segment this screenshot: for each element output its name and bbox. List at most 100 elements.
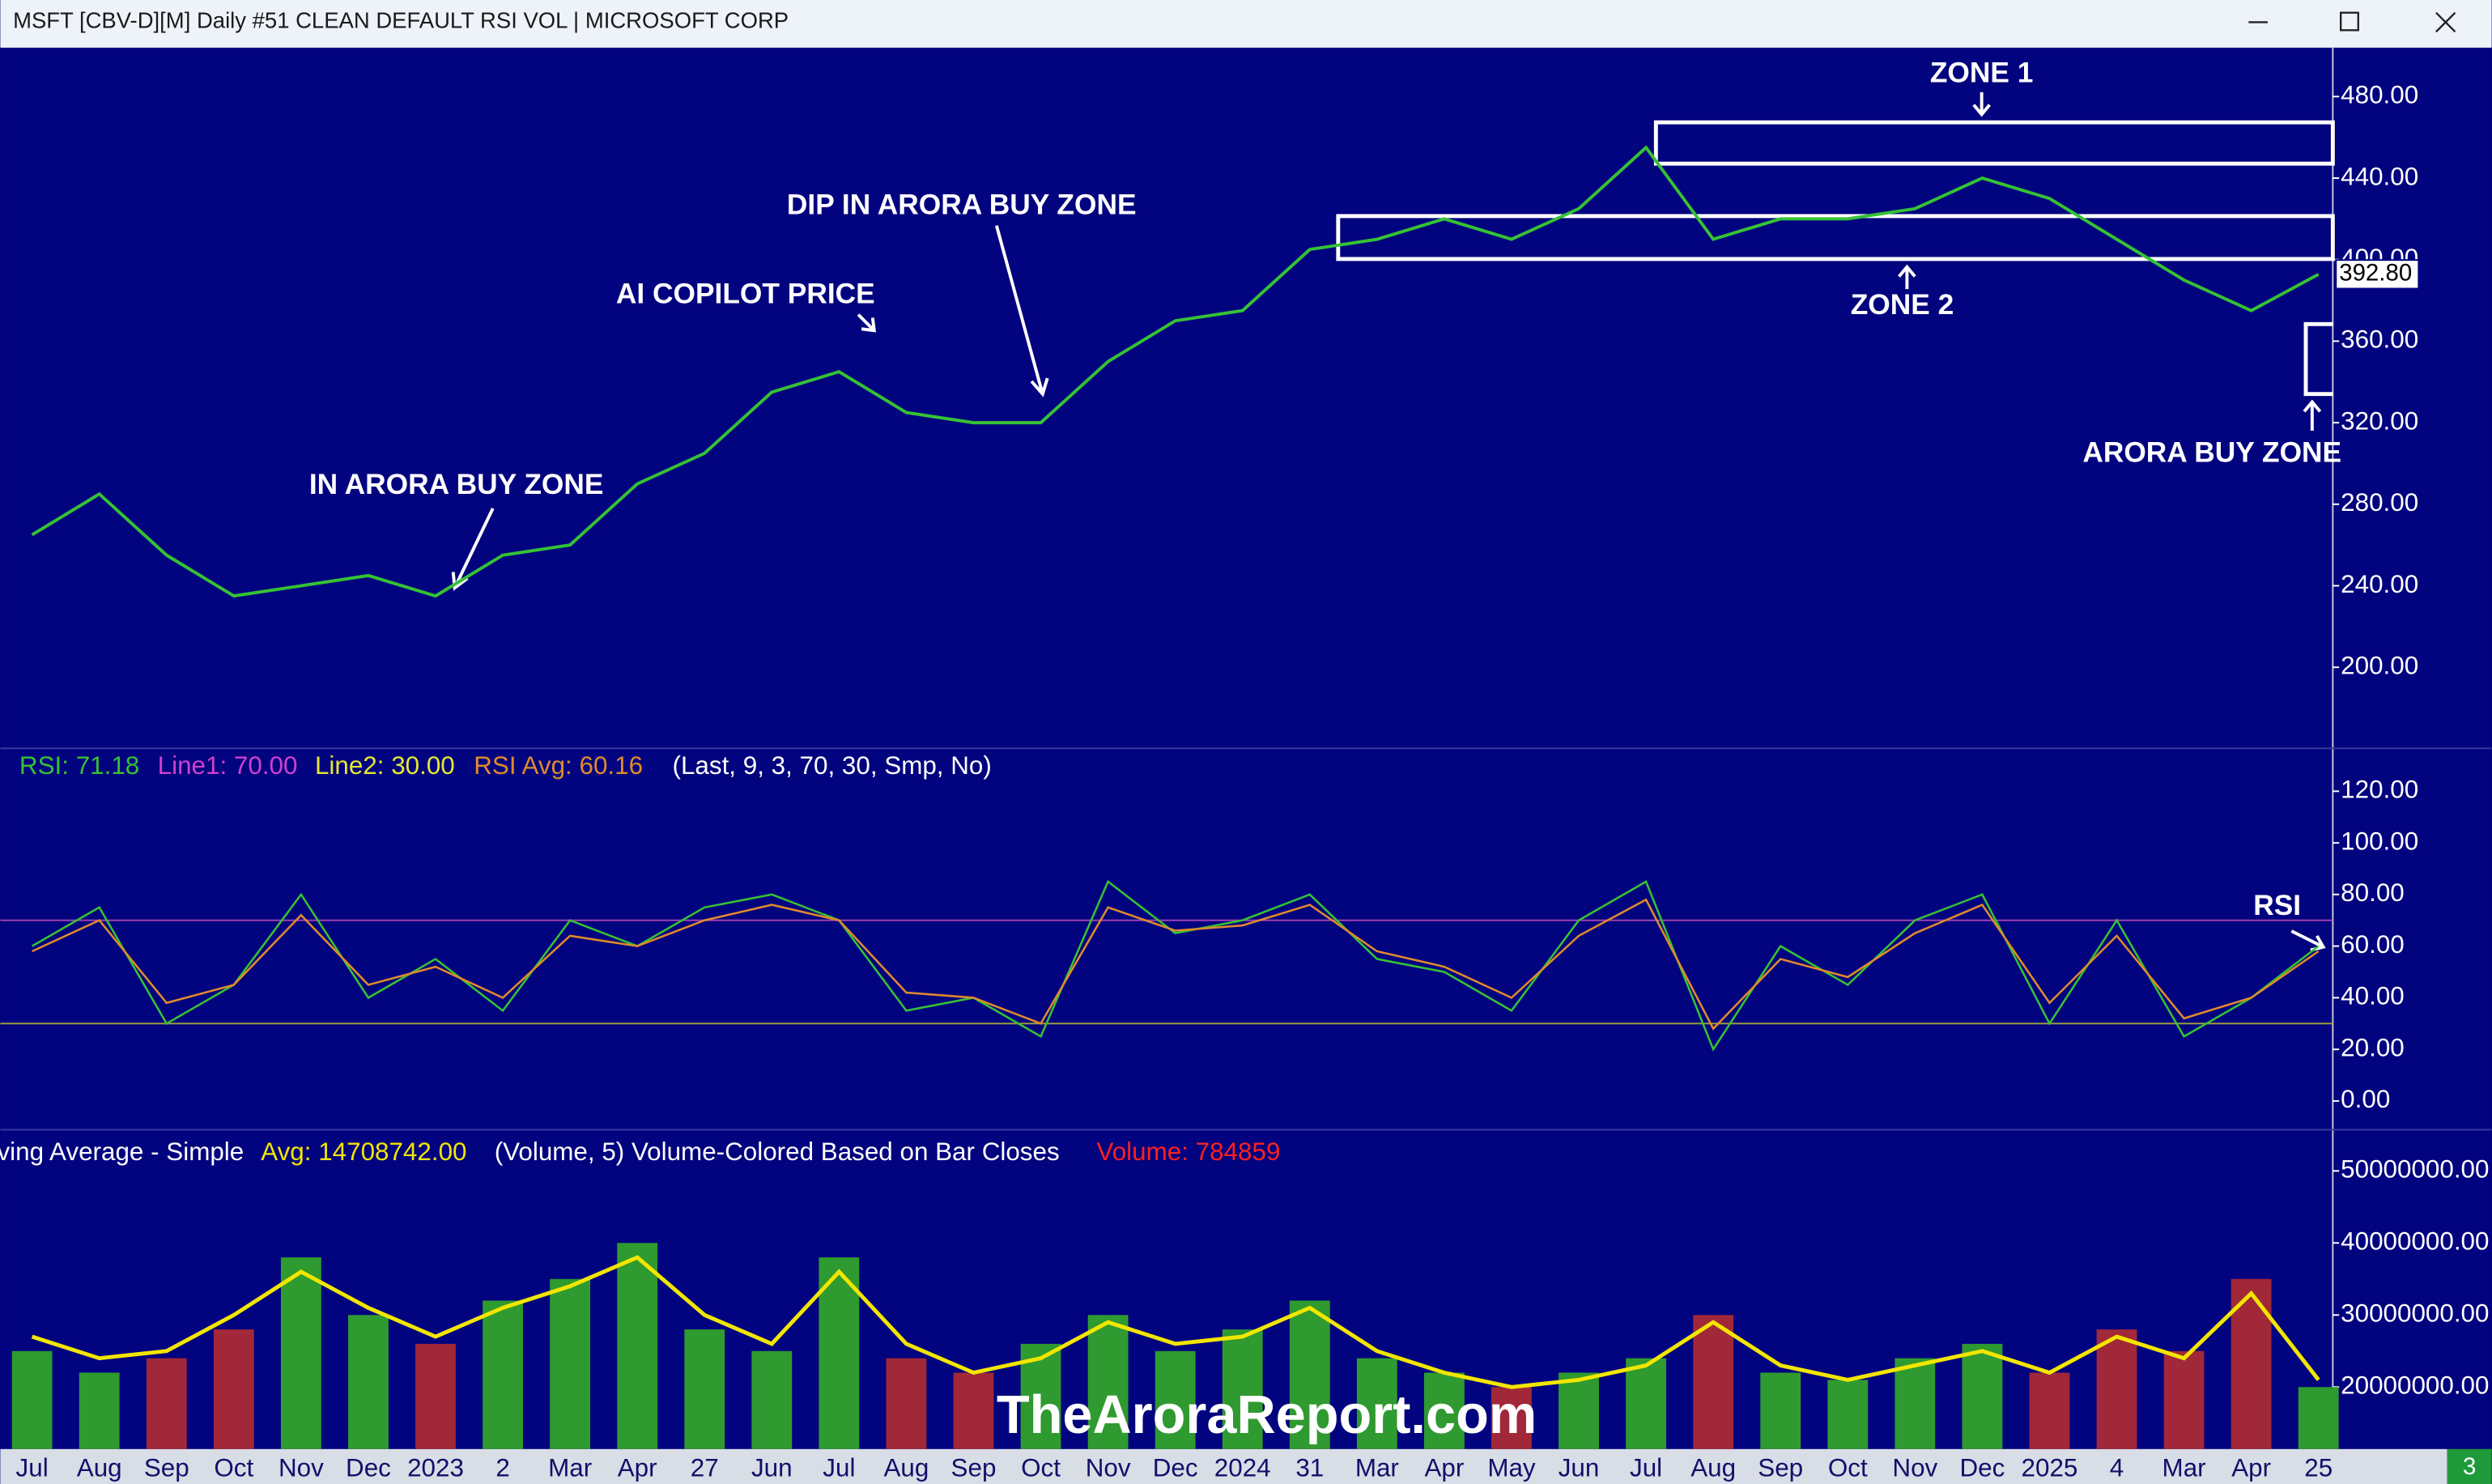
arrow (2303, 399, 2322, 431)
y-tick-label: 320.00 (2341, 406, 2418, 435)
watermark: TheAroraReport.com (997, 1385, 1537, 1445)
x-tick-label: Jul (16, 1454, 49, 1482)
legend-entry: (Volume, 5) Volume-Colored Based on Bar … (495, 1137, 1060, 1166)
y-tick-label: 360.00 (2341, 325, 2418, 354)
volume-bar (2163, 1350, 2205, 1449)
x-tick-label: Apr (618, 1454, 657, 1482)
volume-bar (1962, 1343, 2003, 1449)
annotation: ZONE 2 (1851, 289, 1954, 321)
x-tick-label: 2025 (2022, 1454, 2078, 1482)
corner-badge: 3 (2463, 1453, 2476, 1480)
volume-bar (146, 1358, 187, 1449)
y-tick-label: 200.00 (2341, 652, 2418, 680)
x-tick-label: Sep (1758, 1454, 1803, 1482)
window-title: MSFT [CBV-D][M] Daily #51 CLEAN DEFAULT … (13, 8, 789, 33)
annotation: RSI (2253, 890, 2301, 921)
volume-average-line (31, 1255, 2320, 1389)
x-tick-label: Nov (279, 1454, 324, 1482)
volume-bar (280, 1257, 321, 1449)
volume-bar (11, 1350, 53, 1449)
buy-zone-box (2303, 321, 2333, 397)
x-tick-label: Dec (346, 1454, 391, 1482)
volume-bar (1693, 1315, 1734, 1449)
volume-bar (751, 1350, 793, 1449)
arrow (857, 313, 877, 333)
current-price-box (2335, 259, 2420, 290)
volume-bar (79, 1372, 120, 1449)
y-tick-label: 0.00 (2341, 1085, 2390, 1113)
volume-bar (1760, 1372, 1801, 1449)
x-tick-label: Mar (548, 1454, 592, 1482)
x-tick-label: Aug (1690, 1454, 1736, 1482)
volume-bar (2029, 1372, 2070, 1449)
y-tick-label: 20.00 (2341, 1033, 2405, 1061)
y-tick-label: 240.00 (2341, 570, 2418, 598)
annotation: IN ARORA BUY ZONE (309, 469, 604, 500)
volume-bar (2298, 1387, 2339, 1449)
volume-bar (1559, 1372, 1599, 1449)
volume-bar (415, 1343, 456, 1449)
legend-entry: Line2: 30.00 (315, 751, 455, 780)
x-tick-label: 2023 (407, 1454, 464, 1482)
legend-entry: RSI: 71.18 (19, 751, 139, 780)
y-tick-label: 100.00 (2341, 827, 2418, 855)
x-tick-label: Aug (77, 1454, 122, 1482)
x-tick-label: 31 (1295, 1454, 1324, 1482)
current-price-label: 392.80 (2339, 260, 2412, 287)
x-tick-label: Dec (1959, 1454, 2005, 1482)
x-tick-label: May (1487, 1454, 1536, 1482)
x-tick-label: Oct (1021, 1454, 1061, 1482)
legend-entry: ving Average - Simple (0, 1137, 244, 1166)
volume-bar (617, 1243, 658, 1449)
volume-bar (1827, 1380, 1869, 1449)
volume-bar (1895, 1358, 1936, 1449)
x-tick-label: Sep (144, 1454, 189, 1482)
volume-bar (1289, 1300, 1330, 1449)
legend-entry: Line1: 70.00 (158, 751, 298, 780)
x-tick-label: Jun (1559, 1454, 1600, 1482)
annotation: ZONE 1 (1930, 57, 2034, 89)
zone-1-box (1653, 120, 2335, 166)
price-line (31, 145, 2320, 598)
close-button[interactable] (2435, 11, 2456, 33)
y-tick-label: 30000000.00 (2341, 1299, 2489, 1328)
volume-bar (886, 1358, 927, 1449)
y-tick-label: 80.00 (2341, 878, 2405, 907)
rsi-line (32, 898, 2320, 1031)
x-tick-label: Jul (1630, 1454, 1662, 1482)
x-tick-label: Jun (751, 1454, 793, 1482)
volume-bar (348, 1315, 389, 1449)
legend-entry: (Last, 9, 3, 70, 30, Smp, No) (673, 751, 992, 780)
y-tick-label: 60.00 (2341, 930, 2405, 959)
zone-2-box (1336, 214, 2335, 262)
x-tick-label: Dec (1153, 1454, 1198, 1482)
x-tick-label: Aug (883, 1454, 929, 1482)
annotation: ARORA BUY ZONE (2082, 437, 2341, 469)
arrow (994, 225, 1049, 398)
title-bar (0, 0, 2492, 48)
legend-entry: Avg: 14708742.00 (261, 1137, 466, 1166)
x-tick-label: Mar (1355, 1454, 1399, 1482)
y-tick-label: 120.00 (2341, 776, 2418, 804)
y-tick-label: 40000000.00 (2341, 1227, 2489, 1256)
x-tick-label: Jul (823, 1454, 855, 1482)
x-axis-band (0, 1448, 2447, 1484)
maximize-button[interactable] (2340, 11, 2359, 32)
arrow (1898, 264, 1916, 290)
arrows (451, 91, 2326, 952)
x-tick-label: Nov (1086, 1454, 1131, 1482)
x-tick-label: Sep (951, 1454, 997, 1482)
volume-bar (1423, 1372, 1465, 1449)
y-tick-label: 440.00 (2341, 162, 2418, 190)
x-tick-label: Oct (214, 1454, 253, 1482)
volume-bar (1356, 1358, 1397, 1449)
volume-bar (819, 1257, 860, 1449)
volume-bar (483, 1300, 523, 1449)
y-tick-label: 280.00 (2341, 488, 2418, 517)
x-tick-label: 25 (2304, 1454, 2333, 1482)
volume-bar (1087, 1315, 1129, 1449)
volume-bar (684, 1329, 725, 1449)
x-tick-label: 27 (691, 1454, 719, 1482)
